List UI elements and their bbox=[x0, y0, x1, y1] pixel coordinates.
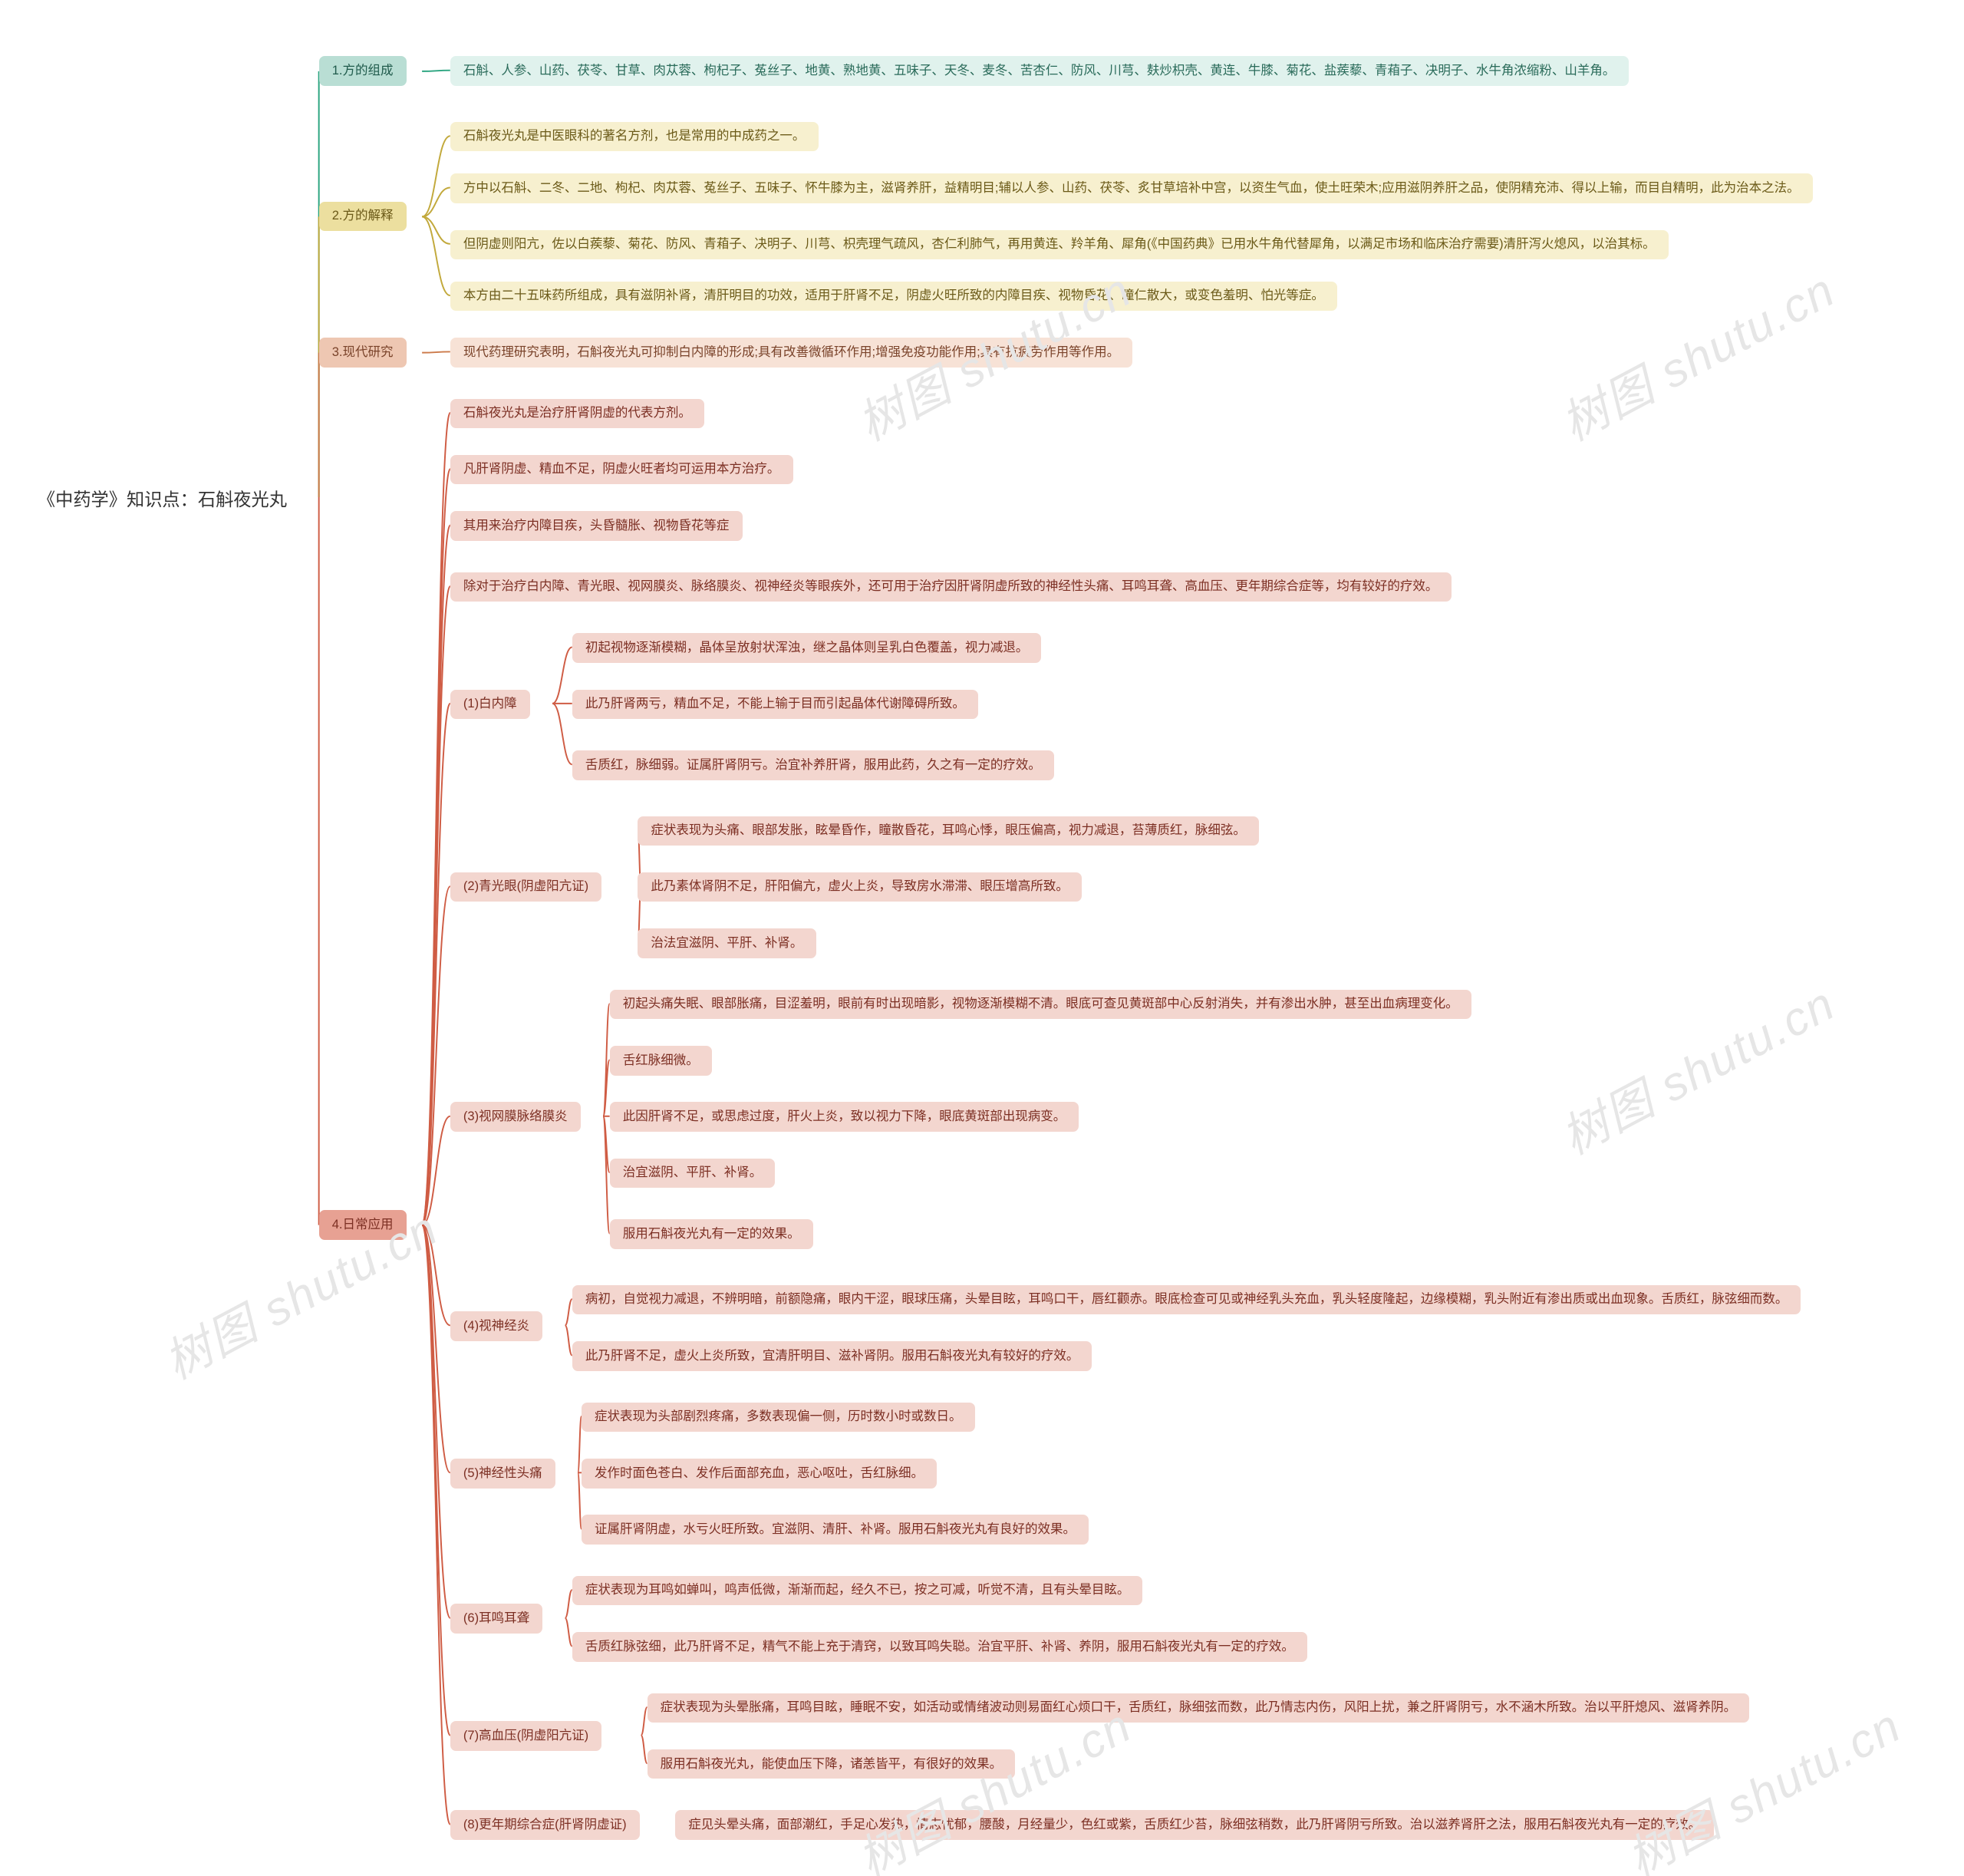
leaf[interactable]: 初起头痛失眠、眼部胀痛，目涩羞明，眼前有时出现暗影，视物逐渐模糊不清。眼底可查见… bbox=[610, 990, 1471, 1020]
branch-b3[interactable]: 3.现代研究 bbox=[319, 338, 407, 368]
branch-b4[interactable]: 4.日常应用 bbox=[319, 1210, 407, 1240]
leaf[interactable]: 舌质红，脉细弱。证属肝肾阴亏。治宜补养肝肾，服用此药，久之有一定的疗效。 bbox=[572, 750, 1054, 780]
leaf[interactable]: 病初，自觉视力减退，不辨明暗，前额隐痛，眼内干涩，眼球压痛，头晕目眩，耳鸣口干，… bbox=[572, 1285, 1801, 1315]
leaf[interactable]: 症状表现为头痛、眼部发胀，眩晕昏作，瞳散昏花，耳鸣心悸，眼压偏高，视力减退，苔薄… bbox=[638, 816, 1259, 846]
leaf[interactable]: 除对于治疗白内障、青光眼、视网膜炎、脉络膜炎、视神经炎等眼疾外，还可用于治疗因肝… bbox=[450, 572, 1452, 602]
leaf[interactable]: (2)青光眼(阴虚阳亢证) bbox=[450, 872, 601, 902]
leaf[interactable]: (6)耳鸣耳聋 bbox=[450, 1604, 542, 1634]
leaf[interactable]: 治宜滋阴、平肝、补肾。 bbox=[610, 1159, 776, 1189]
leaf[interactable]: 现代药理研究表明，石斛夜光丸可抑制白内障的形成;具有改善微循环作用;增强免疫功能… bbox=[450, 338, 1132, 368]
leaf[interactable]: (8)更年期综合症(肝肾阴虚证) bbox=[450, 1810, 640, 1840]
leaf[interactable]: 服用石斛夜光丸，能使血压下降，诸恙皆平，有很好的效果。 bbox=[648, 1749, 1016, 1779]
leaf[interactable]: 此因肝肾不足，或思虑过度，肝火上炎，致以视力下降，眼底黄斑部出现病变。 bbox=[610, 1102, 1079, 1132]
leaf[interactable]: 症状表现为头部剧烈疼痛，多数表现偏一侧，历时数小时或数日。 bbox=[582, 1403, 975, 1433]
leaf[interactable]: 此乃肝肾两亏，精血不足，不能上输于目而引起晶体代谢障碍所致。 bbox=[572, 690, 978, 720]
leaf[interactable]: 证属肝肾阴虚，水亏火旺所致。宜滋阴、清肝、补肾。服用石斛夜光丸有良好的效果。 bbox=[582, 1515, 1089, 1545]
leaf[interactable]: 石斛夜光丸是中医眼科的著名方剂，也是常用的中成药之一。 bbox=[450, 122, 819, 152]
leaf[interactable]: 舌红脉细微。 bbox=[610, 1046, 712, 1076]
leaf[interactable]: 方中以石斛、二冬、二地、枸杞、肉苁蓉、菟丝子、五味子、怀牛膝为主，滋肾养肝，益精… bbox=[450, 173, 1813, 203]
mindmap-canvas: 《中药学》知识点：石斛夜光丸 1.方的组成 石斛、人参、山药、茯苓、甘草、肉苁蓉、枸… bbox=[0, 0, 1964, 1876]
leaf[interactable]: (1)白内障 bbox=[450, 690, 530, 720]
watermark: 树图 shutu.cn bbox=[1547, 965, 1845, 1167]
leaf[interactable]: 但阴虚则阳亢，佐以白蒺藜、菊花、防风、青葙子、决明子、川芎、枳壳理气疏风，杏仁利… bbox=[450, 230, 1669, 260]
branch-b1[interactable]: 1.方的组成 bbox=[319, 56, 407, 86]
branch-b2[interactable]: 2.方的解释 bbox=[319, 202, 407, 232]
leaf[interactable]: 症状表现为耳鸣如蝉叫，鸣声低微，渐渐而起，经久不已，按之可减，听觉不清，且有头晕… bbox=[572, 1576, 1143, 1606]
leaf[interactable]: 初起视物逐渐模糊，晶体呈放射状浑浊，继之晶体则呈乳白色覆盖，视力减退。 bbox=[572, 633, 1042, 663]
leaf[interactable]: (7)高血压(阴虚阳亢证) bbox=[450, 1721, 601, 1751]
leaf[interactable]: 此乃素体肾阴不足，肝阳偏亢，虚火上炎，导致房水滞滞、眼压增高所致。 bbox=[638, 872, 1082, 902]
leaf[interactable]: 石斛夜光丸是治疗肝肾阴虚的代表方剂。 bbox=[450, 399, 704, 429]
leaf[interactable]: (5)神经性头痛 bbox=[450, 1459, 555, 1489]
leaf[interactable]: 症见头晕头痛，面部潮红，手足心发热，情志忧郁，腰酸，月经量少，色红或紫，舌质红少… bbox=[675, 1810, 1714, 1840]
leaf[interactable]: 本方由二十五味药所组成，具有滋阴补肾，清肝明目的功效，适用于肝肾不足，阴虚火旺所… bbox=[450, 282, 1337, 312]
root-node: 《中药学》知识点：石斛夜光丸 bbox=[38, 480, 287, 519]
leaf[interactable]: (3)视网膜脉络膜炎 bbox=[450, 1102, 581, 1132]
leaf[interactable]: 凡肝肾阴虚、精血不足，阴虚火旺者均可运用本方治疗。 bbox=[450, 455, 793, 485]
leaf[interactable]: 服用石斛夜光丸有一定的效果。 bbox=[610, 1219, 813, 1249]
watermark: 树图 shutu.cn bbox=[1547, 252, 1845, 454]
leaf[interactable]: 发作时面色苍白、发作后面部充血，恶心呕吐，舌红脉细。 bbox=[582, 1459, 937, 1489]
leaf[interactable]: 舌质红脉弦细，此乃肝肾不足，精气不能上充于清窍，以致耳鸣失聪。治宜平肝、补肾、养… bbox=[572, 1632, 1307, 1662]
leaf[interactable]: (4)视神经炎 bbox=[450, 1311, 542, 1341]
leaf[interactable]: 症状表现为头晕胀痛，耳鸣目眩，睡眠不安，如活动或情绪波动则易面红心烦口干，舌质红… bbox=[648, 1693, 1750, 1723]
leaf[interactable]: 石斛、人参、山药、茯苓、甘草、肉苁蓉、枸杞子、菟丝子、地黄、熟地黄、五味子、天冬… bbox=[450, 56, 1629, 86]
leaf[interactable]: 其用来治疗内障目疾，头昏髓胀、视物昏花等症 bbox=[450, 511, 743, 541]
leaf[interactable]: 治法宜滋阴、平肝、补肾。 bbox=[638, 928, 816, 958]
leaf[interactable]: 此乃肝肾不足，虚火上炎所致，宜清肝明目、滋补肾阴。服用石斛夜光丸有较好的疗效。 bbox=[572, 1341, 1092, 1371]
